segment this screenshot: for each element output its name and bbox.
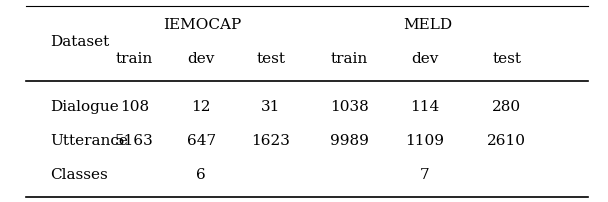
Text: 108: 108 <box>120 100 149 114</box>
Text: Dialogue: Dialogue <box>50 100 119 114</box>
Text: Dataset: Dataset <box>50 35 109 49</box>
Text: IEMOCAP: IEMOCAP <box>164 18 242 32</box>
Text: 9989: 9989 <box>330 134 369 148</box>
Text: 31: 31 <box>261 100 280 114</box>
Text: 12: 12 <box>192 100 211 114</box>
Text: 647: 647 <box>187 134 216 148</box>
Text: 280: 280 <box>492 100 521 114</box>
Text: 2610: 2610 <box>487 134 527 148</box>
Text: 5163: 5163 <box>115 134 154 148</box>
Text: train: train <box>116 52 153 66</box>
Text: test: test <box>492 52 521 66</box>
Text: 7: 7 <box>420 168 430 182</box>
Text: 1038: 1038 <box>330 100 369 114</box>
Text: 114: 114 <box>410 100 440 114</box>
Text: 1623: 1623 <box>251 134 290 148</box>
Text: train: train <box>331 52 368 66</box>
Text: dev: dev <box>187 52 215 66</box>
Text: MELD: MELD <box>404 18 452 32</box>
Text: 6: 6 <box>196 168 206 182</box>
Text: Classes: Classes <box>50 168 108 182</box>
Text: dev: dev <box>412 52 439 66</box>
Text: Utterance: Utterance <box>50 134 128 148</box>
Text: test: test <box>256 52 285 66</box>
Text: 1109: 1109 <box>406 134 444 148</box>
